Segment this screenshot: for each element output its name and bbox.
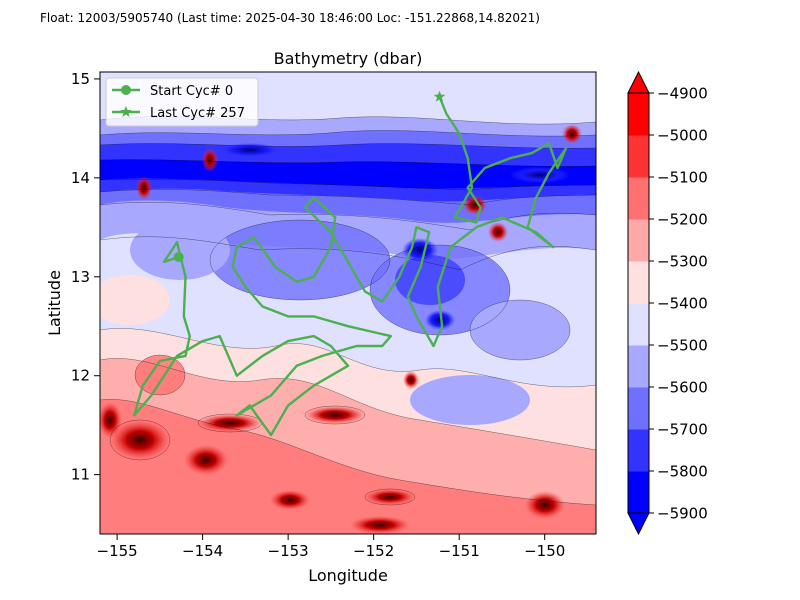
x-tick-label: −150 xyxy=(524,542,565,560)
x-tick-label: −152 xyxy=(353,542,394,560)
legend-start-marker xyxy=(121,85,131,95)
y-axis-label: Latitude xyxy=(45,270,64,336)
y-tick-label: 15 xyxy=(71,70,90,88)
colorbar-segment xyxy=(628,135,649,178)
float-track-line xyxy=(132,96,568,437)
colorbar: −5900 −5800 −5700 −5600 −5500 −5400 −5300 −5200… xyxy=(627,70,708,536)
y-tick-label: 12 xyxy=(71,367,90,385)
x-tick-label: −151 xyxy=(439,542,480,560)
colorbar-segment xyxy=(628,471,649,514)
colorbar-segment xyxy=(628,93,649,136)
colorbar-tick-label: −5900 xyxy=(657,505,708,523)
colorbar-tick-label: −5800 xyxy=(657,463,708,481)
x-tick-label: −153 xyxy=(268,542,309,560)
colorbar-segment xyxy=(628,345,649,388)
y-tick-label: 11 xyxy=(71,466,90,484)
colorbar-segment xyxy=(628,261,649,304)
x-axis-ticks: −155 −154 −153 −152 −151 −150 xyxy=(97,534,565,560)
colorbar-tick-label: −5600 xyxy=(657,379,708,397)
colorbar-extend-max xyxy=(627,70,650,94)
x-tick-label: −155 xyxy=(97,542,138,560)
colorbar-tick-label: −5100 xyxy=(657,169,708,187)
colorbar-tick-label: −5400 xyxy=(657,295,708,313)
colorbar-segment xyxy=(628,177,649,220)
track-end-marker xyxy=(433,90,446,102)
legend-end-label: Last Cyc# 257 xyxy=(150,106,245,121)
colorbar-segment xyxy=(628,429,649,472)
y-tick-label: 13 xyxy=(71,268,90,286)
float-info-header: Float: 12003/5905740 (Last time: 2025-04… xyxy=(40,11,540,25)
x-tick-label: −154 xyxy=(182,542,223,560)
colorbar-tick-label: −5200 xyxy=(657,211,708,229)
colorbar-segment xyxy=(628,303,649,346)
x-axis-label: Longitude xyxy=(308,566,388,585)
colorbar-segment xyxy=(628,387,649,430)
contour-field xyxy=(100,72,596,534)
chart-title: Bathymetry (dbar) xyxy=(274,49,423,68)
colorbar-tick-label: −5500 xyxy=(657,337,708,355)
colorbar-extend-min xyxy=(627,512,650,536)
y-axis-ticks: 11 12 13 14 15 xyxy=(71,70,100,484)
legend-box xyxy=(105,77,259,127)
legend: Start Cyc# 0 Last Cyc# 257 xyxy=(105,77,259,127)
y-tick-label: 14 xyxy=(71,169,90,187)
colorbar-tick-label: −5300 xyxy=(657,253,708,271)
colorbar-tick-label: −5700 xyxy=(657,421,708,439)
legend-start-label: Start Cyc# 0 xyxy=(150,84,233,99)
track-start-marker xyxy=(173,251,184,262)
colorbar-tick-label: −5000 xyxy=(657,127,708,145)
legend-end-marker xyxy=(120,106,132,117)
colorbar-segment xyxy=(628,219,649,262)
plot-frame xyxy=(99,71,597,535)
colorbar-tick-label: −4900 xyxy=(657,85,708,103)
